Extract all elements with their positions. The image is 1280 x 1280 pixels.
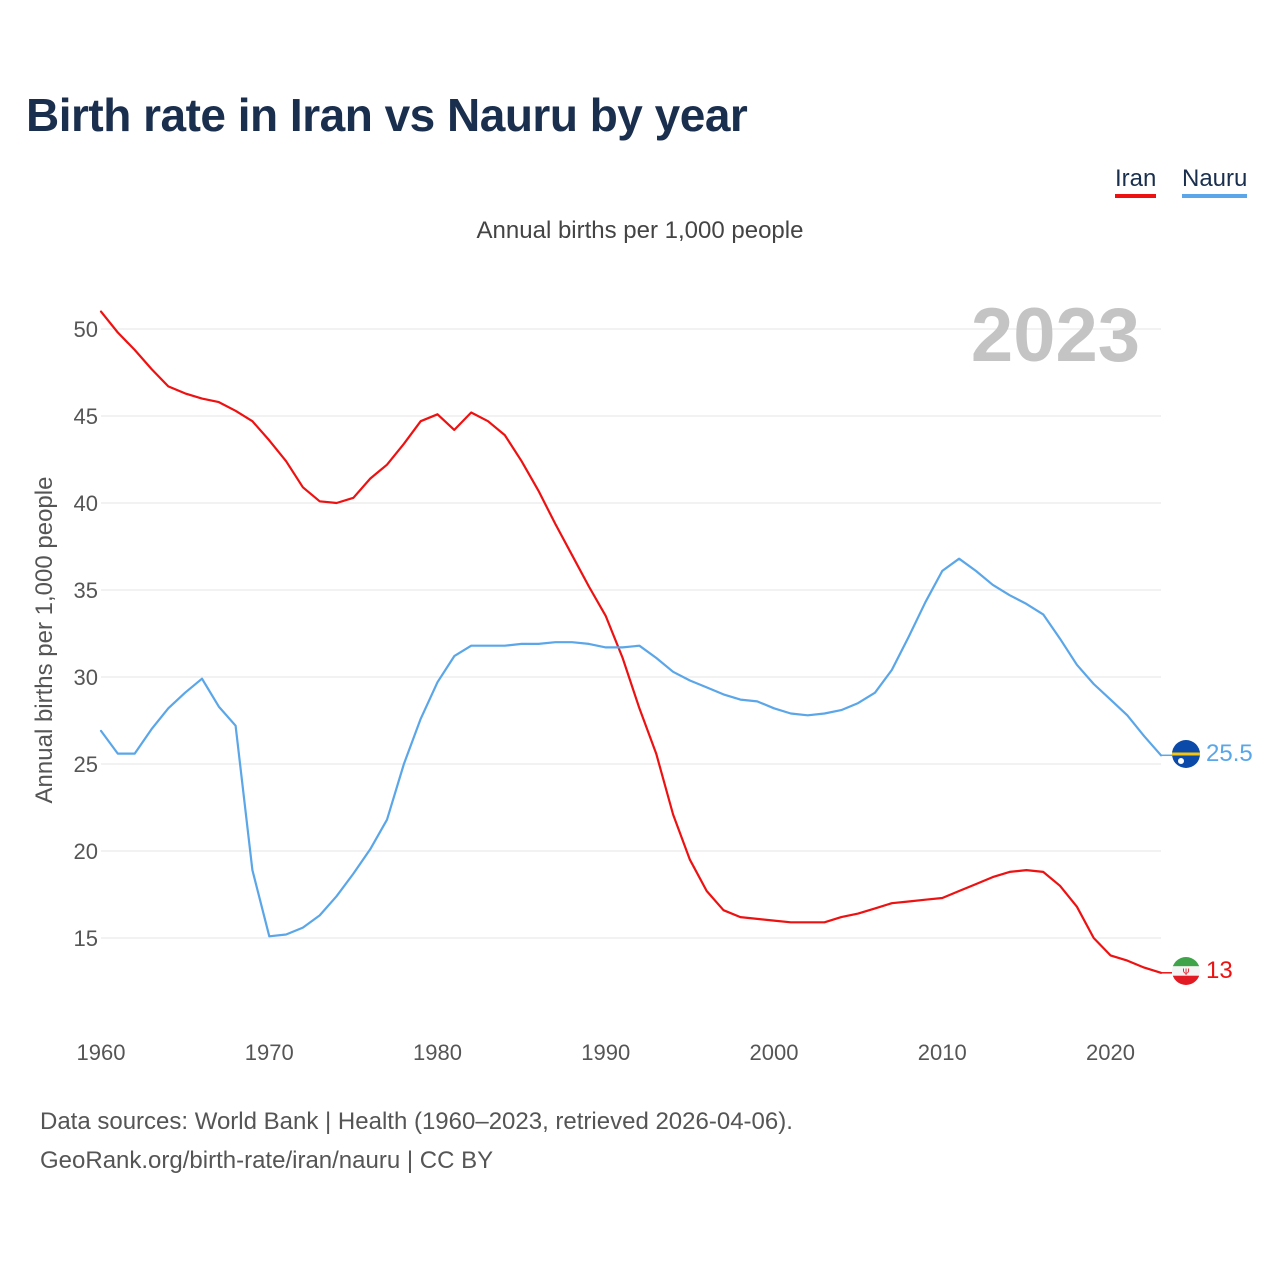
y-tick-label: 25 [74,752,98,777]
series-line-iran[interactable] [99,310,1163,974]
x-tick-label: 2010 [918,1040,967,1065]
legend-item-nauru[interactable]: Nauru [1182,166,1248,198]
nauru-flag-icon [1172,740,1200,768]
y-tick-label: 30 [74,665,98,690]
legend-item-iran[interactable]: Iran [1115,166,1157,198]
y-tick-label: 50 [74,317,98,342]
year-watermark: 2023 [970,293,1140,378]
x-tick-label: 2020 [1086,1040,1135,1065]
series-line-nauru[interactable] [99,557,1163,938]
chart-subtitle: Annual births per 1,000 people [476,217,804,244]
y-axis-ticks: 15 20 25 30 35 40 45 50 [74,317,98,951]
x-axis-ticks: 1960 1970 1980 1990 2000 2010 2020 [77,1040,1135,1065]
iran-flag-icon: Ψ [1172,957,1200,985]
series-lines [99,310,1172,974]
x-tick-label: 1990 [581,1040,630,1065]
y-axis-label: Annual births per 1,000 people [31,477,58,804]
y-tick-label: 45 [74,404,98,429]
source-link[interactable]: GeoRank.org/birth-rate/iran/nauru | CC B… [40,1147,494,1174]
x-tick-label: 2000 [750,1040,799,1065]
svg-text:Ψ: Ψ [1182,968,1189,978]
y-tick-label: 15 [74,926,98,951]
grid-lines [101,328,1161,939]
y-tick-label: 40 [74,491,98,516]
nauru-end-value: 25.5 [1206,740,1253,767]
x-tick-label: 1970 [245,1040,294,1065]
chart-title: Birth rate in Iran vs Nauru by year [26,89,748,141]
iran-end-value: 13 [1206,957,1233,984]
y-tick-label: 35 [74,578,98,603]
y-tick-label: 20 [74,839,98,864]
source-note: Data sources: World Bank | Health (1960–… [40,1108,793,1135]
x-tick-label: 1980 [413,1040,462,1065]
x-tick-label: 1960 [77,1040,126,1065]
